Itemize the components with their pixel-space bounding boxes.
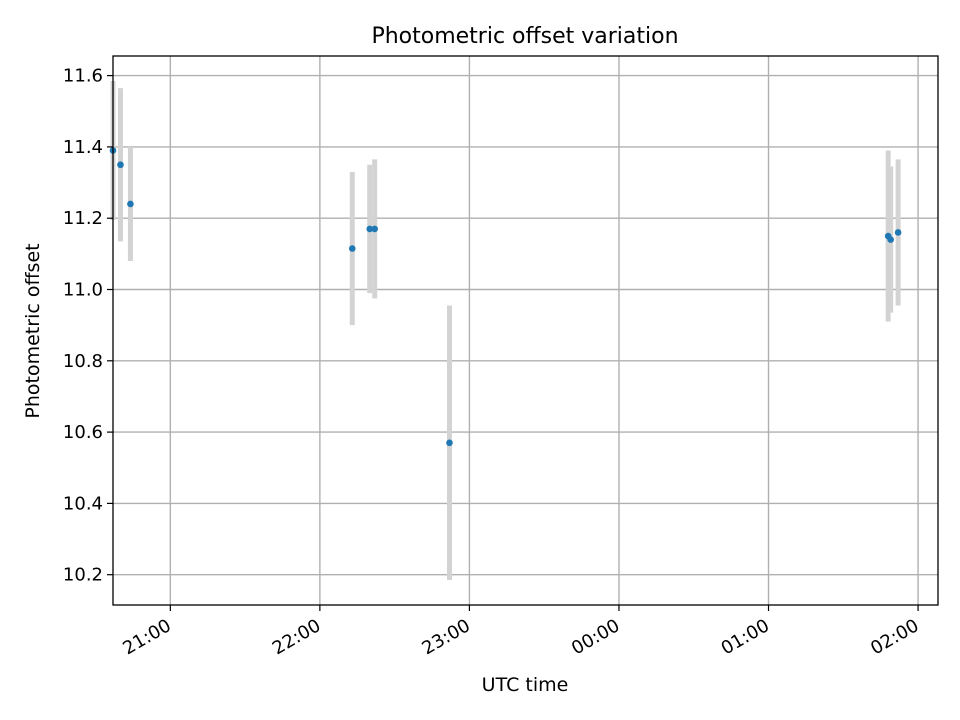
data-point [348, 245, 356, 252]
data-point [887, 236, 894, 243]
y-tick-label: 11.0 [63, 280, 103, 301]
y-tick-label: 10.4 [63, 493, 103, 514]
y-tick-label: 10.2 [63, 565, 103, 586]
data-point [366, 225, 374, 233]
y-axis-label: Photometric offset [22, 243, 44, 418]
y-tick-label: 11.6 [63, 66, 103, 87]
data-point [117, 161, 124, 169]
y-tick-label: 10.8 [63, 351, 103, 372]
x-axis-label: UTC time [482, 674, 569, 696]
data-point [371, 225, 379, 233]
y-tick-label: 10.6 [63, 422, 103, 443]
data-point [127, 200, 134, 208]
chart-title: Photometric offset variation [371, 24, 678, 49]
y-axis: 10.2 10.4 10.6 10.8 11.0 11.2 11.4 11.6 [63, 66, 113, 586]
data-point [446, 439, 453, 447]
grid [113, 56, 938, 605]
data-points [109, 147, 902, 447]
data-point [894, 229, 902, 236]
y-tick-label: 11.4 [63, 137, 103, 158]
y-tick-label: 11.2 [63, 208, 103, 229]
plot-frame [112, 55, 939, 606]
